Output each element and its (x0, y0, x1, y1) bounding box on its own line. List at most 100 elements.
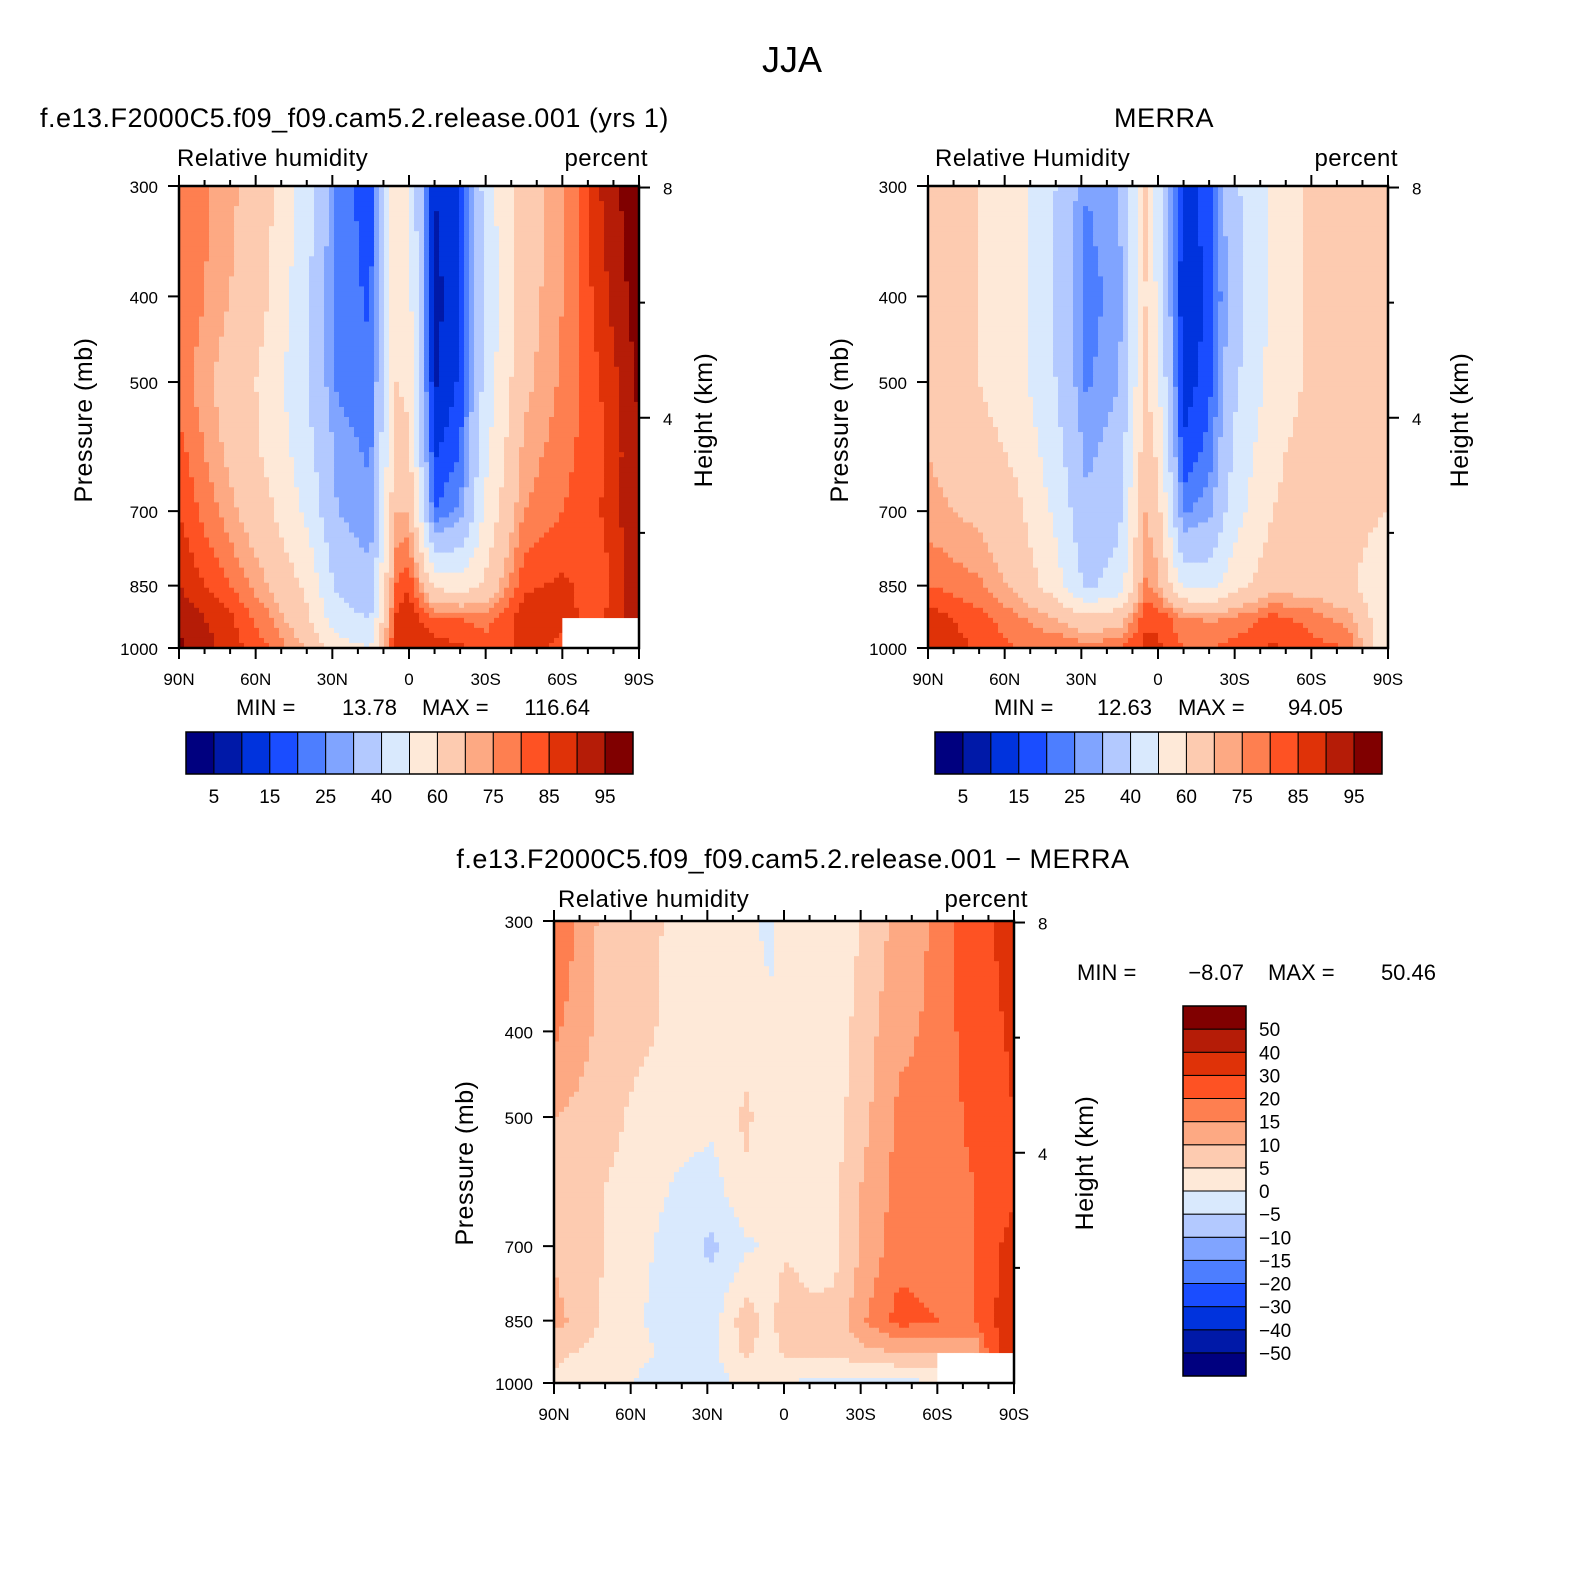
panel-model-contour-cell (324, 326, 330, 333)
panel-model-contour-cell (204, 371, 210, 378)
panel-model-contour-cell (359, 211, 365, 217)
panel-model-contour-cell (409, 351, 415, 358)
panel-model-contour-cell (289, 281, 295, 288)
panel-model-contour-cell (314, 336, 320, 343)
panel-model-contour-cell (614, 386, 620, 393)
panel-model-contour-cell (594, 266, 600, 272)
panel-model-contour-cell (384, 241, 390, 247)
panel-model-contour-cell (204, 311, 210, 318)
panel-model-contour-cell (629, 417, 635, 423)
panel-model-contour-cell (189, 256, 195, 262)
panel-model-contour-cell (249, 452, 255, 458)
panel-model-contour-cell (239, 432, 245, 438)
panel-model-contour-cell (459, 396, 465, 403)
panel-model-contour-cell (229, 291, 235, 298)
panel-model-contour-cell (544, 417, 550, 423)
panel-model-contour-cell (444, 296, 450, 303)
panel-model-contour-cell (254, 286, 260, 293)
panel-model-contour-cell (184, 422, 190, 428)
panel-model-contour-cell (549, 366, 555, 373)
panel-model-contour-cell (384, 351, 390, 358)
panel-model-contour-cell (574, 221, 580, 227)
panel-model-contour-cell (214, 321, 220, 328)
panel-model-contour-cell (589, 201, 595, 207)
panel-model-contour-cell (434, 427, 440, 433)
panel-model-contour-cell (279, 261, 285, 267)
panel-model-contour-cell (439, 291, 445, 298)
panel-model-contour-cell (589, 417, 595, 423)
panel-model-contour-cell (264, 206, 270, 212)
panel-model-contour-cell (554, 396, 560, 403)
panel-model-contour-cell (459, 326, 465, 333)
panel-model-contour-cell (539, 452, 545, 458)
panel-model-contour-cell (294, 376, 300, 383)
panel-model-contour-cell (254, 306, 260, 313)
panel-model-contour-cell (484, 246, 490, 252)
panel-model-contour-cell (499, 417, 505, 423)
panel-model-contour-cell (619, 301, 625, 308)
panel-model-contour-cell (384, 301, 390, 308)
panel-model-contour-cell (504, 296, 510, 303)
panel-model-contour-cell (254, 447, 260, 453)
panel-model-contour-cell (204, 452, 210, 458)
panel-model-contour-cell (479, 231, 485, 237)
panel-model-contour-cell (329, 391, 335, 398)
panel-model-contour-cell (339, 341, 345, 348)
panel-model-contour-cell (309, 427, 315, 433)
panel-model-contour-cell (509, 326, 515, 333)
panel-model-contour-cell (614, 261, 620, 267)
panel-model-contour-cell (279, 291, 285, 298)
panel-model-contour-cell (374, 381, 380, 388)
panel-model-contour-cell (574, 361, 580, 368)
panel-model-contour-cell (459, 246, 465, 252)
panel-model-contour-cell (479, 316, 485, 323)
panel-model-contour-cell (259, 346, 265, 353)
panel-model-contour-cell (484, 366, 490, 373)
panel-model-contour-cell (364, 191, 370, 197)
panel-model-contour-cell (574, 356, 580, 363)
panel-model-contour-cell (439, 281, 445, 288)
panel-model-contour-cell (379, 361, 385, 368)
panel-model-contour-cell (534, 261, 540, 267)
panel-model-contour-cell (249, 442, 255, 448)
panel-model-contour-cell (349, 396, 355, 403)
panel-model-contour-cell (269, 191, 275, 197)
panel-model-contour-cell (339, 386, 345, 393)
panel-model-contour-cell (504, 396, 510, 403)
panel-model-contour-cell (324, 216, 330, 222)
panel-model-contour-cell (564, 396, 570, 403)
panel-model-contour-cell (364, 291, 370, 298)
panel-model-contour-cell (519, 276, 525, 283)
panel-model-contour-cell (209, 351, 215, 358)
panel-model-contour-cell (394, 256, 400, 262)
panel-model-contour-cell (519, 311, 525, 318)
panel-model-contour-cell (229, 417, 235, 423)
panel-model-contour-cell (279, 406, 285, 413)
panel-model-contour-cell (289, 296, 295, 303)
panel-model-contour-cell (474, 276, 480, 283)
panel-model-contour-cell (599, 271, 605, 277)
panel-model-contour-cell (574, 186, 580, 192)
panel-model-contour-cell (569, 336, 575, 343)
panel-model-contour-cell (544, 366, 550, 373)
panel-model-contour-cell (344, 216, 350, 222)
panel-model-contour-cell (439, 376, 445, 383)
panel-model-contour-cell (244, 286, 250, 293)
panel-model-contour-cell (629, 206, 635, 212)
panel-model-contour-cell (239, 271, 245, 277)
panel-model-contour-cell (209, 231, 215, 237)
panel-model-contour-cell (474, 366, 480, 373)
panel-model-contour-cell (469, 216, 475, 222)
panel-model-contour-cell (359, 361, 365, 368)
panel-model-contour-cell (529, 201, 535, 207)
panel-model-contour-cell (559, 301, 565, 308)
panel-model-contour-cell (349, 411, 355, 418)
panel-model-contour-cell (214, 336, 220, 343)
panel-model-contour-cell (254, 186, 260, 192)
panel-model-contour-cell (284, 351, 290, 358)
panel-model-contour-cell (299, 306, 305, 313)
panel-model-contour-cell (284, 276, 290, 283)
panel-model-contour-cell (489, 452, 495, 458)
panel-model-contour-cell (379, 356, 385, 363)
panel-model-contour-cell (529, 291, 535, 298)
